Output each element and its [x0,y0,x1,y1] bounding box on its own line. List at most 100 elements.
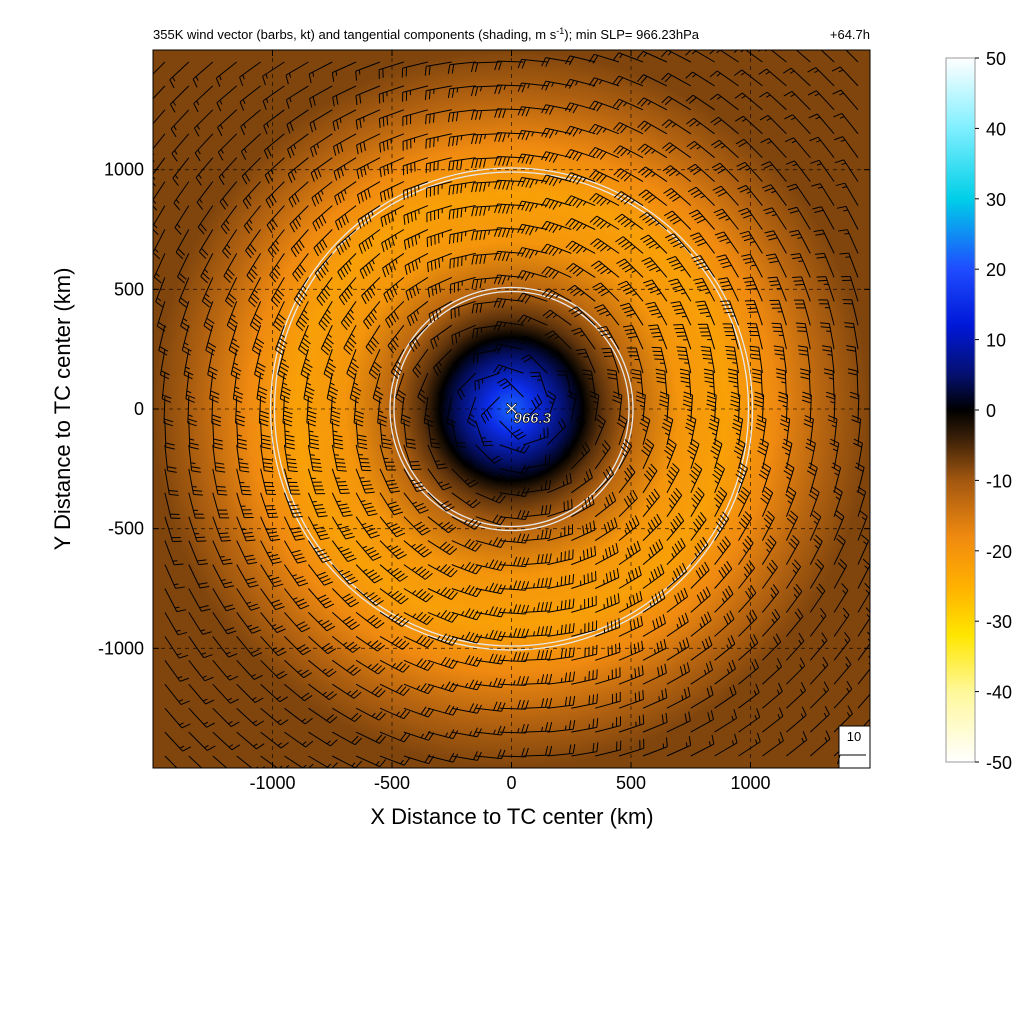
wind-barb [785,160,811,182]
wind-barb [426,181,452,198]
wind-barb [355,444,372,472]
wind-barb [403,181,429,200]
wind-barb [571,494,595,518]
wind-barb [260,420,272,450]
wind-barb [245,229,262,259]
wind-barb [618,591,643,613]
wind-barb [169,61,190,89]
wind-barb [679,368,692,398]
wind-barb [357,205,381,229]
wind-barb [564,149,596,162]
wind-barb [612,391,623,422]
wind-barb [355,61,381,81]
wind-barb [673,324,692,350]
wind-barb [642,737,668,757]
wind-barb [164,492,181,519]
wind-barb [760,486,774,517]
wind-barb [762,682,783,709]
wind-barb [618,540,641,566]
wind-barb [494,84,524,95]
wind-barb [618,665,644,685]
wind-barb [541,243,572,257]
wind-barb [358,229,381,254]
wind-barb [451,561,483,575]
wind-barb [735,462,748,493]
wind-barb [212,612,237,635]
wind-barb [449,229,476,244]
wind-barb [284,588,310,610]
wind-barb [499,556,530,568]
wind-barb [241,157,261,185]
wind-barb [403,205,429,225]
wind-barb [857,582,870,613]
wind-barb [243,205,261,234]
wind-barb [594,440,611,470]
wind-barb [831,462,842,493]
wind-barb [403,420,417,449]
x-tick-label: -1000 [249,773,295,793]
wind-barb [601,347,620,374]
wind-barb [757,438,769,469]
wind-barb [270,277,285,307]
wind-barb [405,276,429,301]
wind-barb [666,637,690,661]
wind-barb [523,697,553,709]
wind-barb [260,707,289,726]
wind-barb [236,588,260,611]
wind-barb [448,181,476,196]
wind-barb [480,396,500,424]
wind-barb [379,444,397,471]
wind-barb [566,284,596,302]
wind-barb [153,109,166,138]
wind-barb [382,252,405,278]
wind-barb [714,231,739,254]
wind-barb [401,61,429,78]
wind-barb [642,463,658,494]
wind-barb [762,633,782,661]
wind-barb [618,738,645,757]
wind-barb [402,109,429,127]
wind-barb [331,516,355,540]
wind-barb [833,583,849,613]
wind-barb [355,468,375,494]
wind-barb [735,115,763,135]
wind-barb [474,372,500,391]
wind-barb [332,731,362,746]
wind-barb [260,659,288,680]
wind-barb [686,117,715,135]
wind-barb [564,172,596,185]
wind-barb [523,601,552,613]
wind-barb [471,276,500,290]
wind-barb [171,133,190,162]
wind-barb [471,181,500,193]
wind-barb [612,52,644,63]
wind-barb [818,299,835,326]
wind-barb [164,755,184,768]
wind-barb [820,322,835,350]
wind-barb [547,446,571,470]
wind-barb [666,686,691,709]
wind-barb [618,489,638,518]
wind-barb [655,368,668,398]
colorbar-tick-label: -50 [986,753,1012,773]
wind-barb [725,345,739,374]
colorbar-tick-label: 40 [986,119,1006,139]
wind-barb [496,378,524,398]
wind-barb [588,123,620,135]
wind-barb [827,415,838,445]
wind-barb [517,223,548,236]
wind-barb [283,564,309,587]
wind-barb [274,325,288,356]
wind-barb [642,639,667,661]
wind-barb [588,146,620,160]
wind-barb [289,205,309,233]
wind-barb [666,662,691,685]
wind-barb [260,612,286,634]
center-cross-icon: ✕ [504,399,519,419]
wind-barb [403,658,435,672]
wind-barb [283,516,305,541]
wind-barb [541,104,572,115]
wind-barb [613,122,644,135]
wind-barb [164,420,176,450]
wind-barb [547,549,574,566]
